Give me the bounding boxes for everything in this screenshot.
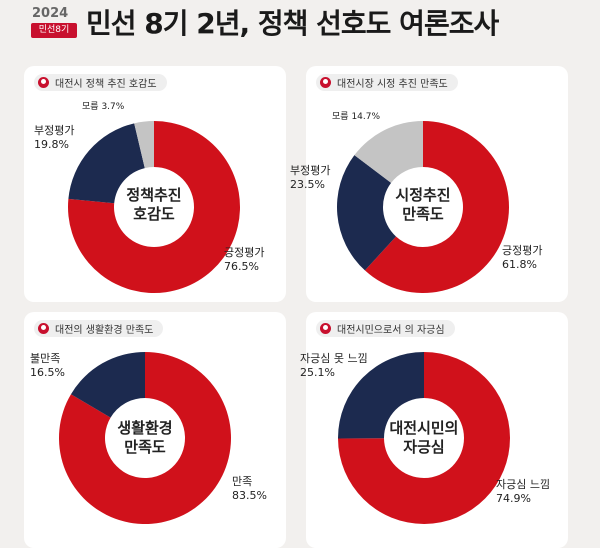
- donut-slice: [354, 121, 423, 183]
- slice-label: 자긍심 느낌 74.9%: [496, 478, 551, 505]
- person-icon: [38, 77, 49, 88]
- person-icon: [320, 323, 331, 334]
- center-label-line: 호감도: [133, 205, 175, 223]
- donut-chart: [338, 352, 510, 524]
- donut-chart: [337, 121, 510, 293]
- donut-chart: [58, 352, 231, 524]
- center-label-line: 정책추진: [126, 186, 182, 204]
- center-label: 생활환경 만족도: [95, 419, 195, 457]
- slice-label: 부정평가 23.5%: [290, 164, 331, 191]
- slice-label: 긍정평가 61.8%: [502, 244, 543, 271]
- slice-label: 긍정평가 76.5%: [224, 246, 265, 273]
- center-label: 정책추진 호감도: [104, 186, 204, 224]
- chart-tag: 대전시 정책 추진 호감도: [34, 74, 167, 91]
- header: 2024 민선8기 민선 8기 2년, 정책 선호도 여론조사: [0, 0, 600, 50]
- chart-title: 대전시장 시정 추진 만족도: [337, 79, 448, 90]
- chart-title: 대전시 정책 추진 호감도: [55, 79, 157, 90]
- center-label-line: 만족도: [124, 438, 166, 456]
- year: 2024: [32, 6, 69, 21]
- donut-slice: [134, 121, 154, 169]
- donut-chart: [68, 121, 240, 294]
- chart-tag: 대전의 생활환경 만족도: [34, 320, 164, 337]
- center-label-line: 대전시민의: [389, 419, 459, 437]
- donut-slice: [337, 155, 396, 271]
- center-label-line: 만족도: [402, 205, 444, 223]
- chart-card-2: 대전시장 시정 추진 만족도 시정추진 만족도 긍정평가 61.8% 부정평가 23…: [290, 66, 568, 302]
- donut-slice: [338, 352, 424, 439]
- center-label-line: 시정추진: [395, 186, 451, 204]
- center-label: 대전시민의 자긍심: [374, 419, 474, 457]
- chart-tag: 대전시민으로서 의 자긍심: [316, 320, 455, 337]
- slice-label: 만족 83.5%: [232, 475, 267, 502]
- center-label-line: 생활환경: [117, 419, 173, 437]
- slice-label: 자긍심 못 느낌 25.1%: [300, 352, 368, 379]
- slice-label: 모름 3.7%: [82, 102, 125, 112]
- slice-label: 모름 14.7%: [332, 112, 381, 122]
- chart-card-3: 대전의 생활환경 만족도 생활환경 만족도 만족 83.5% 불만족 16.5%: [24, 312, 286, 548]
- person-icon: [320, 77, 331, 88]
- chart-tag: 대전시장 시정 추진 만족도: [316, 74, 458, 91]
- chart-card-1: 대전시 정책 추진 호감도 정책추진 호감도 긍정평가 76.5% 부정평가 19.…: [24, 66, 286, 302]
- donut-slice: [68, 123, 145, 204]
- donut-slice: [338, 352, 510, 524]
- donut-slice: [70, 352, 145, 418]
- page-title: 민선 8기 2년, 정책 선호도 여론조사: [86, 7, 499, 40]
- center-label-line: 자긍심: [403, 438, 445, 456]
- slice-label: 불만족 16.5%: [30, 352, 65, 379]
- donut-slice: [364, 121, 510, 293]
- donut-slice: [58, 352, 231, 524]
- chart-title: 대전시민으로서 의 자긍심: [337, 325, 445, 336]
- badge: 민선8기: [31, 23, 77, 38]
- chart-title: 대전의 생활환경 만족도: [55, 325, 154, 336]
- slice-label: 부정평가 19.8%: [34, 124, 75, 151]
- person-icon: [38, 323, 49, 334]
- center-label: 시정추진 만족도: [373, 186, 473, 224]
- donut-slice: [68, 121, 240, 294]
- chart-card-4: 대전시민으로서 의 자긍심 대전시민의 자긍심 자긍심 느낌 74.9% 자긍심 …: [300, 312, 568, 548]
